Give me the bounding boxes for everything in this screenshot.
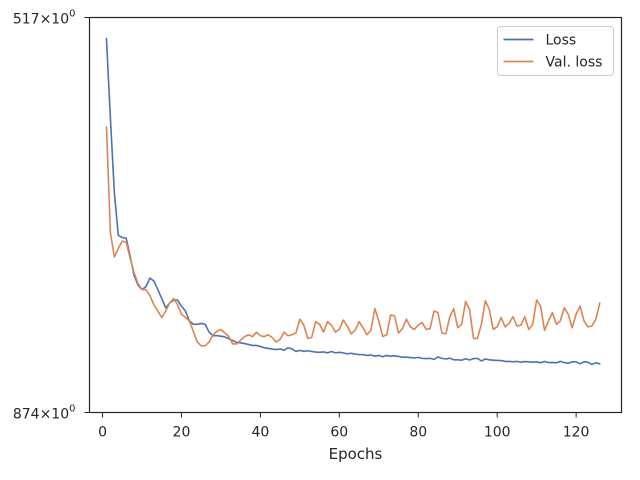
- x-tick-label: 40: [251, 425, 269, 441]
- legend-entry-label: Loss: [546, 33, 577, 49]
- x-axis-label: Epochs: [329, 445, 383, 463]
- series-line-val-loss: [105, 126, 601, 347]
- legend: Loss Val. loss: [497, 26, 614, 76]
- y-tick-label: 874×100: [13, 404, 76, 423]
- x-tick-label: 120: [563, 425, 590, 441]
- y-axis: 517×100 874×100: [13, 9, 90, 423]
- x-tick-label: 100: [484, 425, 511, 441]
- plot-area: [105, 37, 601, 366]
- x-tick-label: 60: [330, 425, 348, 441]
- x-axis: 0 20 40 60 80 100 120: [98, 412, 590, 441]
- x-tick-label: 0: [98, 425, 107, 441]
- plot-frame: [88, 16, 623, 414]
- y-tick-label: 517×100: [13, 9, 76, 28]
- series-line-loss: [105, 37, 601, 366]
- x-tick-label: 80: [409, 425, 427, 441]
- legend-entry-label: Val. loss: [546, 55, 603, 71]
- x-tick-label: 20: [173, 425, 191, 441]
